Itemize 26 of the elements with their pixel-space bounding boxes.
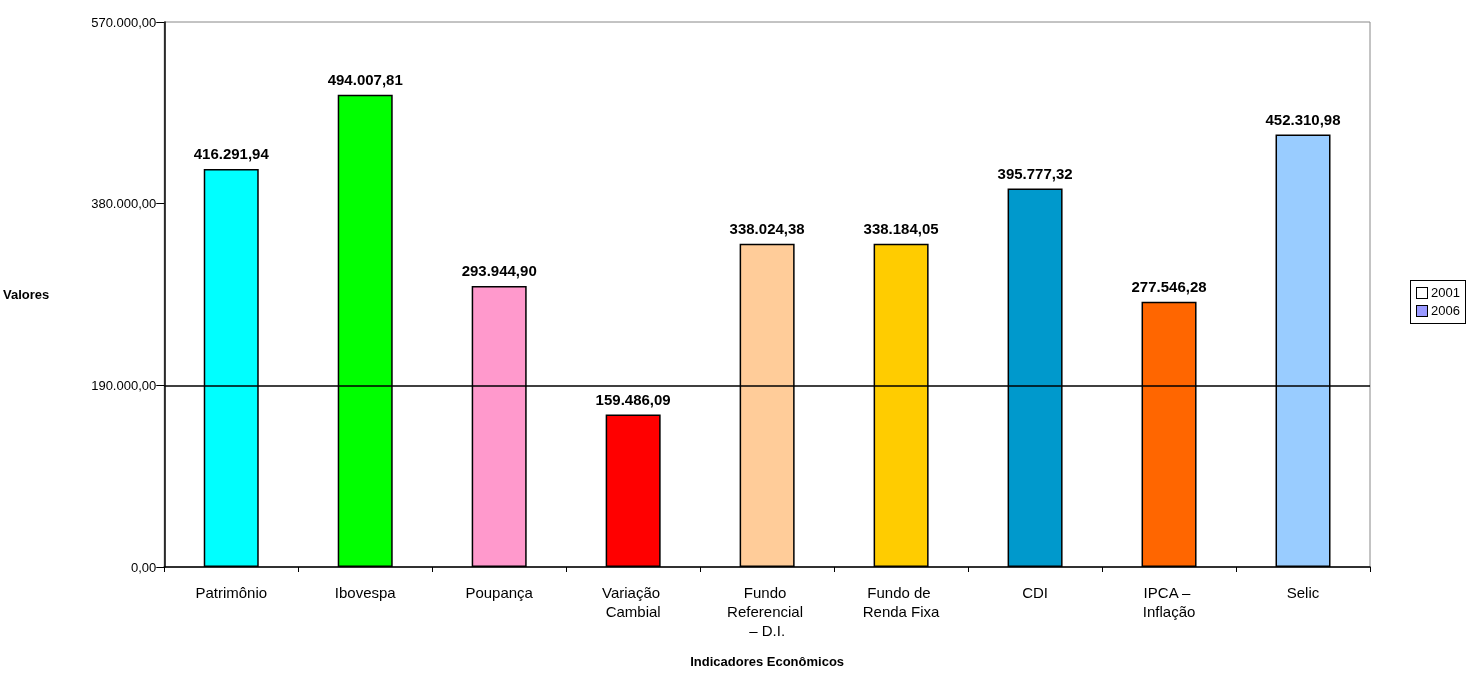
data-label: 338.024,38: [729, 219, 805, 237]
x-tick-label: Selic: [1286, 584, 1320, 601]
data-label: 293.944,90: [461, 261, 537, 279]
x-tick-label: CDI: [1022, 584, 1048, 601]
y-tick-label: 190.000,00: [91, 377, 157, 393]
y-tick-label: 0,00: [130, 559, 157, 575]
x-tick-label: Fundo Referencial – D.I.: [727, 584, 808, 639]
data-label: 452.310,98: [1265, 110, 1341, 128]
x-tick-label: Patrimônio: [195, 584, 268, 601]
text: 2006: [1431, 302, 1460, 320]
data-label: 277.546,28: [1131, 277, 1207, 295]
x-axis-title: Indicadores Econômicos: [690, 654, 845, 669]
y-tick-label: 570.000,00: [91, 14, 157, 30]
data-label: 338.184,05: [863, 219, 939, 237]
y-axis-title: Valores: [2, 287, 50, 302]
legend-label: 2001: [1431, 284, 1460, 302]
data-label: 159.486,09: [595, 390, 671, 408]
x-tick-label: Variação Cambial: [602, 584, 665, 620]
x-tick-label: IPCA – Inflação: [1142, 584, 1196, 620]
y-tick-label: 380.000,00: [91, 196, 157, 212]
data-label: 494.007,81: [327, 70, 403, 88]
x-tick-label: Fundo de Renda Fixa: [862, 584, 941, 620]
data-label: 416.291,94: [193, 144, 270, 162]
x-tick-label: Poupança: [465, 584, 534, 601]
data-label: 395.777,32: [997, 164, 1073, 182]
x-tick-label: Ibovespa: [334, 584, 397, 601]
